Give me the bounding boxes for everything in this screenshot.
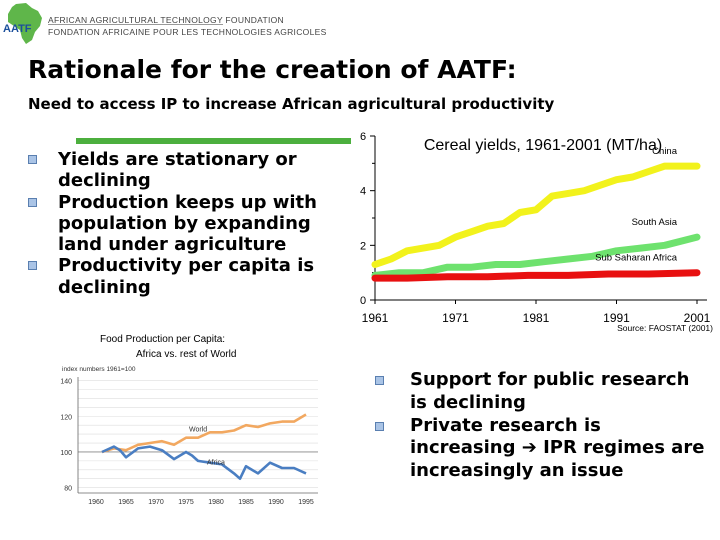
x-tick-label: 2001 xyxy=(684,311,711,325)
series-line-world xyxy=(101,413,307,454)
series-label-china: China xyxy=(652,146,678,157)
y-tick-label: 140 xyxy=(60,379,72,386)
series-line-sub-saharan-africa xyxy=(371,269,701,282)
bullet-item: Productivity per capita is declining xyxy=(28,255,358,298)
series-label-south-asia: South Asia xyxy=(632,217,678,228)
bullet-text: Productivity per capita is declining xyxy=(58,255,315,298)
y-axis-label: index numbers 1961=100 xyxy=(62,366,136,373)
y-tick-label: 120 xyxy=(60,414,72,421)
y-tick-label: 4 xyxy=(360,186,366,198)
y-tick-label: 0 xyxy=(360,295,366,307)
logo-text: AATF xyxy=(3,23,32,35)
slide-title: Rationale for the creation of AATF: xyxy=(28,55,517,84)
bullet-text: Yields are stationary or declining xyxy=(58,149,297,192)
bullet-square-icon xyxy=(28,155,37,164)
slide-subtitle: Need to access IP to increase African ag… xyxy=(28,95,555,113)
bullet-text: Production keeps up with population by e… xyxy=(58,191,317,256)
accent-rule xyxy=(76,138,351,144)
x-tick-label: 1961 xyxy=(362,311,389,325)
header-rule xyxy=(48,24,223,25)
bullet-text: Private research is increasing ➔ IPR reg… xyxy=(410,414,705,482)
bullet-item: Support for public research is declining xyxy=(375,369,710,415)
plot-area xyxy=(78,377,318,493)
org-name-fr: FONDATION AFRICAINE POUR LES TECHNOLOGIE… xyxy=(48,27,327,37)
cereal-yields-chart: 0 2 4 6 1961 1971 1981 1991 2001 China South Asia S… xyxy=(360,131,713,333)
series-line-south-asia xyxy=(371,233,701,279)
aatf-logo: AATF xyxy=(3,3,42,44)
chart-title: Food Production per Capita: xyxy=(100,334,225,345)
org-name-en: AFRICAN AGRICULTURAL TECHNOLOGY FOUNDATI… xyxy=(48,15,284,25)
x-tick-label: 1991 xyxy=(603,311,630,325)
x-tick-label: 1960 xyxy=(88,499,104,506)
bullet-item: Yields are stationary or declining xyxy=(28,149,358,192)
x-tick-label: 1971 xyxy=(442,311,469,325)
bullet-square-icon xyxy=(375,421,384,431)
chart-source: Source: FAOSTAT (2001) xyxy=(617,323,713,333)
bullet-item: Production keeps up with population by e… xyxy=(28,192,358,256)
x-tick-label: 1985 xyxy=(238,499,254,506)
x-tick-label: 1990 xyxy=(268,499,284,506)
bullet-square-icon xyxy=(375,376,384,385)
series-label-world: World xyxy=(189,426,207,433)
left-bullet-list: Yields are stationary or declining Produ… xyxy=(28,149,358,298)
bullet-square-icon xyxy=(28,261,37,271)
food-production-chart: 80 100 120 140 1960 1965 1970 1975 1980 1985 1990 1… xyxy=(60,334,318,506)
series-line-africa xyxy=(101,445,307,480)
series-label-sub-saharan-africa: Sub Saharan Africa xyxy=(595,253,678,264)
bullet-item: Private research is increasing ➔ IPR reg… xyxy=(375,415,710,483)
y-tick-label: 6 xyxy=(360,131,366,143)
chart-subtitle: Africa vs. rest of World xyxy=(136,349,236,360)
x-tick-label: 1975 xyxy=(178,499,194,506)
y-tick-label: 2 xyxy=(360,240,366,252)
series-label-africa: Africa xyxy=(207,459,225,466)
chart-title: Cereal yields, 1961-2001 (MT/ha) xyxy=(424,137,662,154)
y-tick-label: 80 xyxy=(64,486,72,493)
x-tick-label: 1981 xyxy=(523,311,550,325)
x-tick-label: 1965 xyxy=(118,499,134,506)
right-bullet-list: Support for public research is declining… xyxy=(375,369,710,483)
y-tick-label: 100 xyxy=(60,450,72,457)
bullet-square-icon xyxy=(28,197,37,207)
x-tick-label: 1995 xyxy=(298,499,314,506)
bullet-text: Support for public research is declining xyxy=(410,369,690,413)
series-line-china xyxy=(371,162,701,268)
x-tick-label: 1980 xyxy=(208,499,224,506)
x-tick-label: 1970 xyxy=(148,499,164,506)
